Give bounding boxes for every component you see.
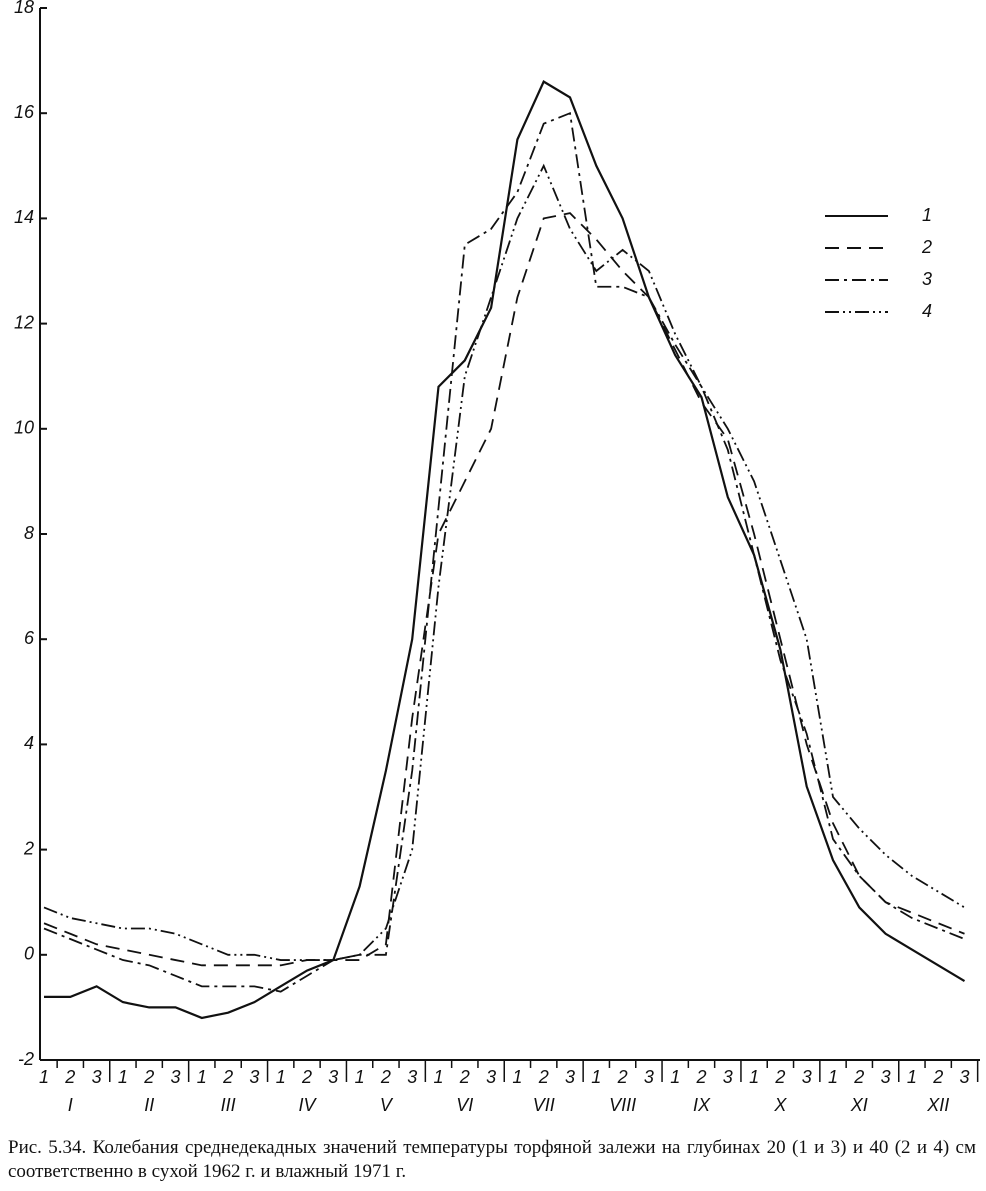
- x-tick-label: 1: [433, 1067, 443, 1087]
- series-line: [43, 111, 965, 993]
- x-tick-label: 2: [222, 1067, 233, 1087]
- x-tick-label: 1: [828, 1067, 838, 1087]
- month-label: II: [144, 1095, 154, 1115]
- y-tick-label: 18: [14, 0, 34, 17]
- x-tick-label: 3: [565, 1067, 575, 1087]
- x-tick-label: 3: [959, 1067, 969, 1087]
- month-label: VIII: [609, 1095, 636, 1115]
- x-tick-label: 2: [538, 1067, 549, 1087]
- month-label: IX: [693, 1095, 711, 1115]
- month-label: IV: [298, 1095, 317, 1115]
- x-tick-label: 2: [932, 1067, 943, 1087]
- y-tick-label: 2: [23, 838, 34, 858]
- x-tick-label: 2: [774, 1067, 785, 1087]
- x-tick-label: 2: [301, 1067, 312, 1087]
- month-label: VII: [533, 1095, 555, 1115]
- x-tick-label: 1: [118, 1067, 128, 1087]
- month-label: V: [380, 1095, 394, 1115]
- y-tick-label: -2: [18, 1049, 34, 1069]
- y-tick-label: 16: [14, 102, 35, 122]
- x-tick-label: 3: [328, 1067, 338, 1087]
- x-tick-label: 2: [64, 1067, 75, 1087]
- x-tick-label: 2: [380, 1067, 391, 1087]
- x-tick-label: 3: [249, 1067, 259, 1087]
- x-tick-label: 2: [853, 1067, 864, 1087]
- x-tick-label: 1: [749, 1067, 759, 1087]
- x-tick-label: 2: [143, 1067, 154, 1087]
- x-tick-label: 3: [802, 1067, 812, 1087]
- month-label: XI: [850, 1095, 868, 1115]
- x-tick-label: 3: [407, 1067, 417, 1087]
- x-tick-label: 1: [512, 1067, 522, 1087]
- series-line: [44, 80, 966, 1020]
- y-tick-label: 4: [24, 733, 34, 753]
- y-tick-label: 10: [14, 418, 34, 438]
- x-tick-label: 1: [355, 1067, 365, 1087]
- x-tick-label: 3: [92, 1067, 102, 1087]
- y-tick-label: 0: [24, 944, 34, 964]
- x-tick-label: 3: [486, 1067, 496, 1087]
- x-tick-label: 3: [170, 1067, 180, 1087]
- x-tick-label: 1: [276, 1067, 286, 1087]
- x-tick-label: 3: [644, 1067, 654, 1087]
- month-label: VI: [456, 1095, 473, 1115]
- y-tick-label: 12: [14, 312, 34, 332]
- caption: Рис. 5.34. Колебания среднедекадных знач…: [8, 1137, 976, 1182]
- x-tick-label: 2: [695, 1067, 706, 1087]
- y-tick-label: 6: [24, 628, 35, 648]
- y-tick-label: 14: [14, 207, 34, 227]
- legend-label: 1: [922, 205, 932, 225]
- series-line: [43, 212, 965, 967]
- x-tick-label: 2: [459, 1067, 470, 1087]
- x-tick-label: 3: [881, 1067, 891, 1087]
- x-tick-label: 1: [591, 1067, 601, 1087]
- x-tick-label: 3: [723, 1067, 733, 1087]
- month-label: X: [773, 1095, 787, 1115]
- legend-label: 3: [922, 269, 932, 289]
- x-tick-label: 1: [907, 1067, 917, 1087]
- x-tick-label: 2: [617, 1067, 628, 1087]
- x-tick-label: 1: [197, 1067, 207, 1087]
- x-tick-label: 1: [670, 1067, 680, 1087]
- y-tick-label: 8: [24, 523, 34, 543]
- series-line: [43, 163, 965, 961]
- legend-label: 2: [921, 237, 932, 257]
- month-label: III: [221, 1095, 236, 1115]
- x-tick-label: 1: [39, 1067, 49, 1087]
- month-label: XII: [926, 1095, 949, 1115]
- legend-label: 4: [922, 301, 932, 321]
- month-label: I: [68, 1095, 73, 1115]
